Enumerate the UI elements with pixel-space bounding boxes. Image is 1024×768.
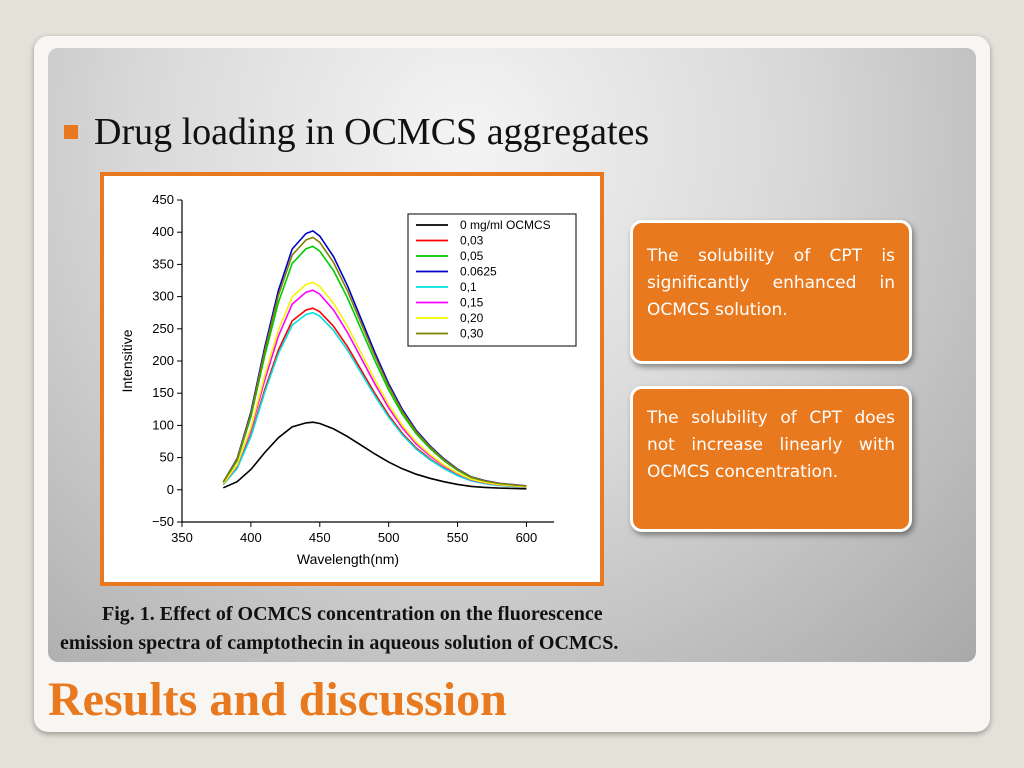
callout-solubility-enhanced: The solubility of CPT is significantly e… (630, 220, 912, 364)
series-line-0 (222, 421, 527, 490)
x-tick-label: 350 (171, 530, 193, 545)
y-tick-label: 400 (152, 224, 174, 239)
y-tick-label: 450 (152, 192, 174, 207)
series-line-7 (222, 236, 527, 487)
callout-text: The solubility of CPT is significantly e… (647, 246, 895, 320)
legend-label: 0,30 (460, 327, 484, 341)
callout-text: The solubility of CPT does not increase … (647, 408, 895, 482)
series-line-4 (222, 311, 527, 488)
series-line-6 (222, 281, 527, 488)
y-tick-label: 100 (152, 417, 174, 432)
square-bullet-icon (64, 125, 78, 139)
legend-label: 0,1 (460, 280, 477, 294)
legend-box (407, 213, 577, 347)
y-tick-label: 300 (152, 289, 174, 304)
y-tick-label: 250 (152, 321, 174, 336)
x-axis-label: Wavelength(nm) (297, 551, 399, 567)
x-tick-label: 600 (516, 530, 538, 545)
y-axis-label: Intensitive (119, 329, 135, 392)
legend-label: 0,05 (460, 249, 484, 263)
y-tick-label: −50 (152, 514, 174, 529)
y-tick-label: 50 (160, 450, 174, 465)
x-tick-label: 500 (378, 530, 400, 545)
y-tick-label: 350 (152, 256, 174, 271)
fluorescence-chart: 350 400 450 500 550 600 −50 0 50 100 150 200 250 300 3… (119, 192, 577, 567)
legend-label: 0 mg/ml OCMCS (460, 218, 551, 232)
caption-line-1: Fig. 1. Effect of OCMCS concentration on… (102, 603, 603, 625)
callout-solubility-nonlinear: The solubility of CPT does not increase … (630, 386, 912, 532)
legend-label: 0,20 (460, 311, 484, 325)
chart-container: 350 400 450 500 550 600 −50 0 50 100 150 200 250 300 3… (100, 172, 604, 586)
y-tick-label: 150 (152, 385, 174, 400)
figure-caption: Fig. 1. Effect of OCMCS concentration on… (60, 600, 800, 658)
x-tick-label: 450 (309, 530, 331, 545)
bullet-item: Drug loading in OCMCS aggregates (64, 108, 649, 156)
x-tick-label: 550 (447, 530, 469, 545)
y-tick-label: 200 (152, 353, 174, 368)
y-tick-label: 0 (167, 482, 174, 497)
x-tick-label: 400 (240, 530, 262, 545)
caption-line-2: emission spectra of camptothecin in aque… (60, 632, 619, 654)
legend-label: 0,15 (460, 296, 484, 310)
bullet-text: Drug loading in OCMCS aggregates (94, 111, 650, 153)
legend-label: 0.0625 (460, 265, 497, 279)
slide-title: Results and discussion (48, 673, 507, 726)
legend-label: 0,03 (460, 234, 484, 248)
